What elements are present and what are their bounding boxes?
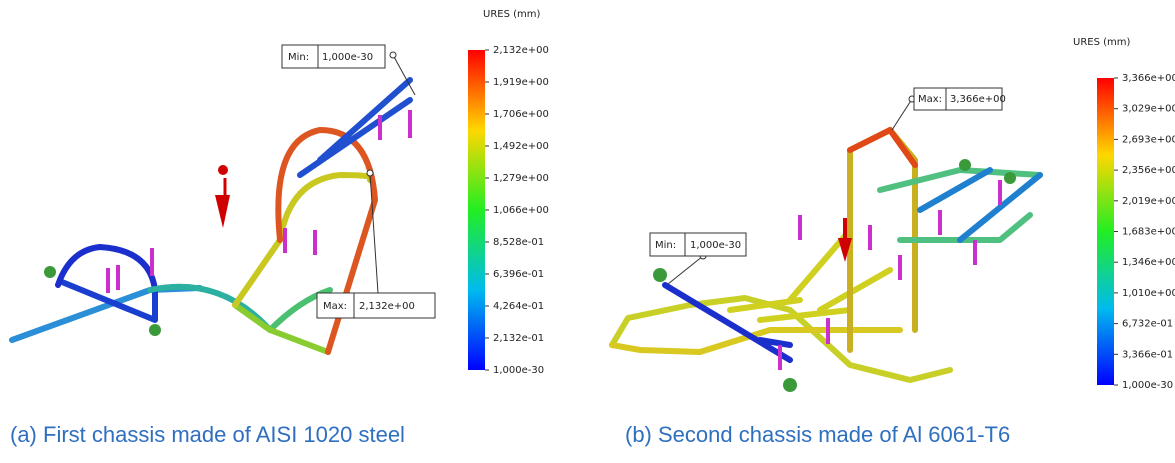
colorbar — [468, 50, 485, 370]
max-callout: Max: 3,366e+00 — [892, 88, 1006, 130]
max-label: Max: — [918, 94, 942, 105]
scale-label: 1,000e-30 — [1122, 380, 1173, 391]
scale-label: 1,000e-30 — [493, 365, 544, 376]
scale-label: 1,919e+00 — [493, 77, 549, 88]
max-value: 3,366e+00 — [950, 94, 1006, 105]
min-value: 1,000e-30 — [690, 240, 741, 251]
scale-label: 6,732e-01 — [1122, 319, 1173, 330]
min-label: Min: — [655, 240, 676, 251]
scale-label: 1,066e+00 — [493, 205, 549, 216]
min-callout: Min: 1,000e-30 — [282, 45, 415, 95]
colorbar-unit: URES (mm) — [1073, 37, 1130, 48]
scale-label: 3,366e-01 — [1122, 349, 1173, 360]
scale-label: 1,706e+00 — [493, 109, 549, 120]
max-label: Max: — [323, 301, 347, 312]
scale-label: 2,693e+00 — [1122, 134, 1175, 145]
scale-label: 2,132e-01 — [493, 333, 544, 344]
scale-label: 2,019e+00 — [1122, 196, 1175, 207]
scale-label: 8,528e-01 — [493, 237, 544, 248]
scale-label: 4,264e-01 — [493, 301, 544, 312]
caption: (b) Second chassis made of Al 6061-T6 — [625, 422, 1010, 447]
colorbar — [1097, 78, 1114, 385]
scale-label: 3,029e+00 — [1122, 104, 1175, 115]
figure: URES (mm) Min: 1,000e-30 Max: 2,132e+00 … — [0, 0, 1175, 463]
scale-label: 1,010e+00 — [1122, 288, 1175, 299]
scale-label: 2,356e+00 — [1122, 165, 1175, 176]
scale-label: 6,396e-01 — [493, 269, 544, 280]
min-label: Min: — [288, 52, 309, 63]
max-value: 2,132e+00 — [359, 301, 415, 312]
scale-label: 1,683e+00 — [1122, 227, 1175, 238]
min-value: 1,000e-30 — [322, 52, 373, 63]
scale-label: 1,279e+00 — [493, 173, 549, 184]
scale-label: 1,492e+00 — [493, 141, 549, 152]
scale-label: 2,132e+00 — [493, 45, 549, 56]
caption: (a) First chassis made of AISI 1020 stee… — [10, 422, 405, 447]
chassis-b — [612, 130, 1040, 392]
scale-label: 1,346e+00 — [1122, 257, 1175, 268]
scale-label: 3,366e+00 — [1122, 73, 1175, 84]
colorbar-unit: URES (mm) — [483, 9, 540, 20]
